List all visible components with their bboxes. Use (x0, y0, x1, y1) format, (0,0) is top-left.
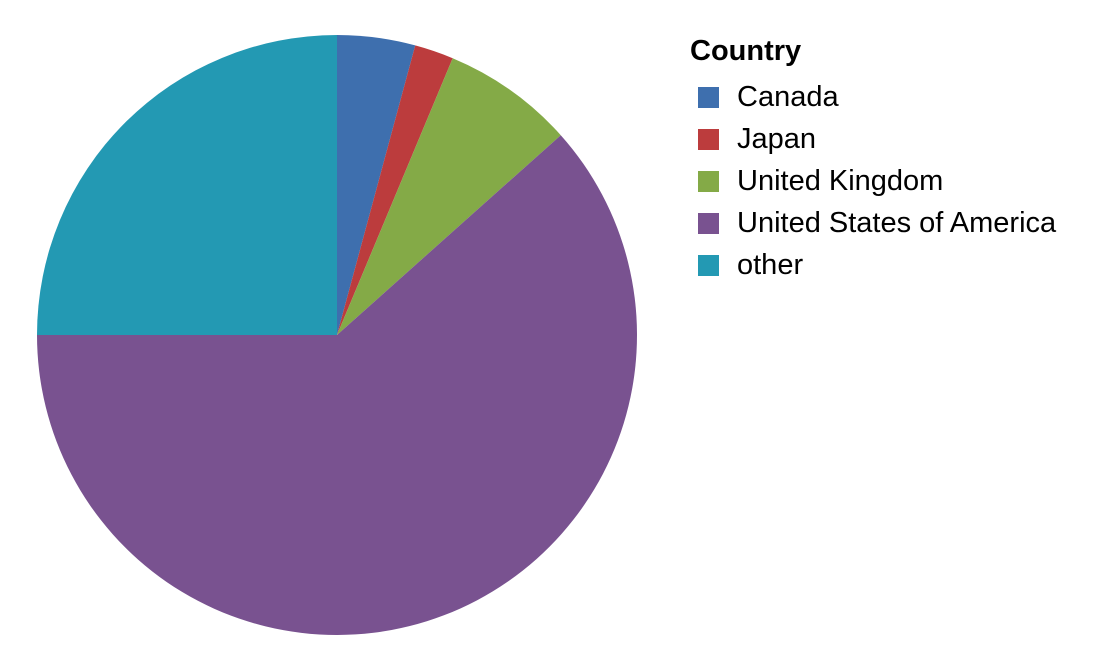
legend-item-other: other (690, 244, 1110, 286)
pie-slice-japan (337, 45, 453, 335)
legend-item-japan: Japan (690, 118, 1110, 160)
legend-item-united-kingdom: United Kingdom (690, 160, 1110, 202)
legend-title: Country (690, 35, 802, 67)
legend-swatch-other (698, 254, 719, 276)
pie-plot-area (37, 35, 637, 636)
pie-slices (37, 35, 637, 636)
pie-slice-united-states (37, 135, 637, 636)
legend-label-united-kingdom: United Kingdom (737, 164, 944, 197)
legend-label-other: other (737, 248, 804, 281)
legend-items: Canada Japan United Kingdom United State… (690, 76, 1110, 286)
legend-item-canada: Canada (690, 76, 1110, 118)
legend-swatch-canada (698, 86, 719, 108)
legend-label-united-states: United States of America (737, 206, 1057, 239)
legend-swatch-united-states (698, 212, 719, 234)
legend-item-united-states: United States of America (690, 202, 1110, 244)
legend-label-japan: Japan (737, 122, 817, 155)
legend-swatch-united-kingdom (698, 170, 719, 192)
pie-slice-other (37, 35, 337, 335)
pie-slice-canada (337, 35, 416, 335)
pie-slice-united-kingdom (337, 58, 561, 335)
legend-swatch-japan (698, 128, 719, 150)
legend: Country Canada Japan United Kingdom Unit… (690, 30, 1110, 286)
legend-label-canada: Canada (737, 80, 839, 113)
